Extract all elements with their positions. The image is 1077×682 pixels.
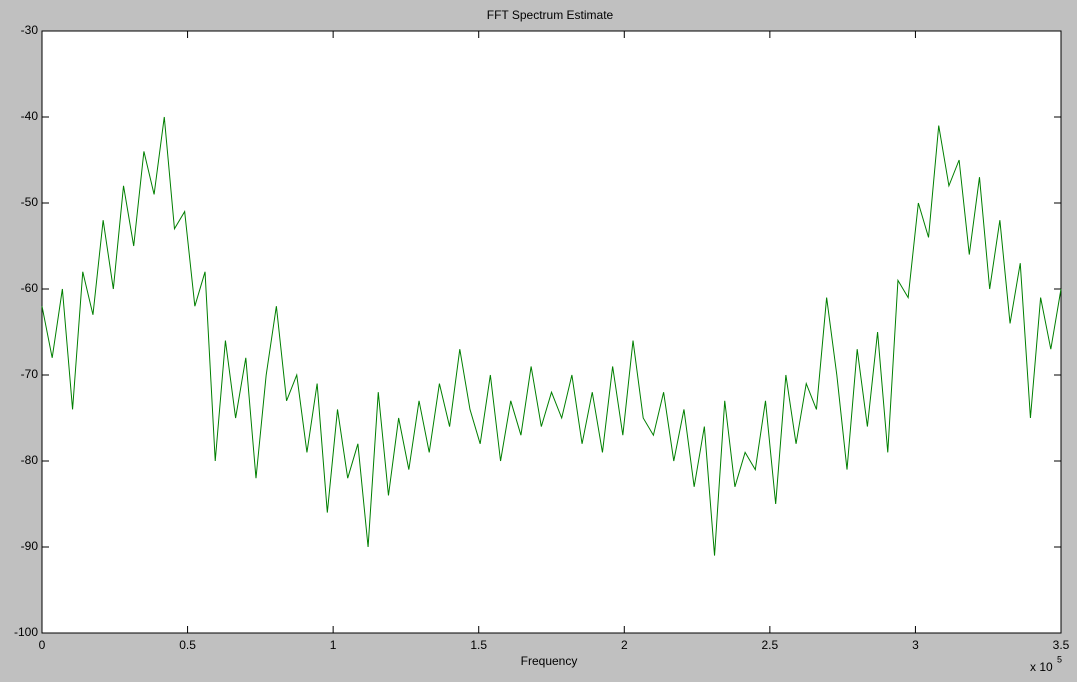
x-axis-label: Frequency bbox=[521, 654, 578, 668]
x-multiplier: x 10 bbox=[1030, 660, 1053, 674]
y-tick-label: -90 bbox=[21, 539, 39, 553]
x-tick-label: 3 bbox=[912, 638, 919, 652]
y-tick-label: -80 bbox=[21, 453, 39, 467]
y-tick-label: -30 bbox=[21, 23, 39, 37]
y-tick-label: -50 bbox=[21, 195, 39, 209]
x-tick-label: 3.5 bbox=[1053, 638, 1070, 652]
chart-title: FFT Spectrum Estimate bbox=[487, 8, 614, 22]
x-tick-label: 1.5 bbox=[470, 638, 487, 652]
x-tick-label: 0.5 bbox=[179, 638, 196, 652]
y-tick-label: -40 bbox=[21, 109, 39, 123]
x-tick-label: 2.5 bbox=[762, 638, 779, 652]
x-tick-label: 2 bbox=[621, 638, 628, 652]
y-tick-label: -60 bbox=[21, 281, 39, 295]
spectrum-line bbox=[41, 116, 1062, 556]
x-multiplier-exponent: 5 bbox=[1057, 654, 1062, 664]
plot-area bbox=[41, 30, 1062, 634]
x-tick-label: 1 bbox=[330, 638, 337, 652]
x-tick-label: 0 bbox=[39, 638, 46, 652]
y-tick-label: -100 bbox=[14, 625, 38, 639]
y-tick-label: -70 bbox=[21, 367, 39, 381]
